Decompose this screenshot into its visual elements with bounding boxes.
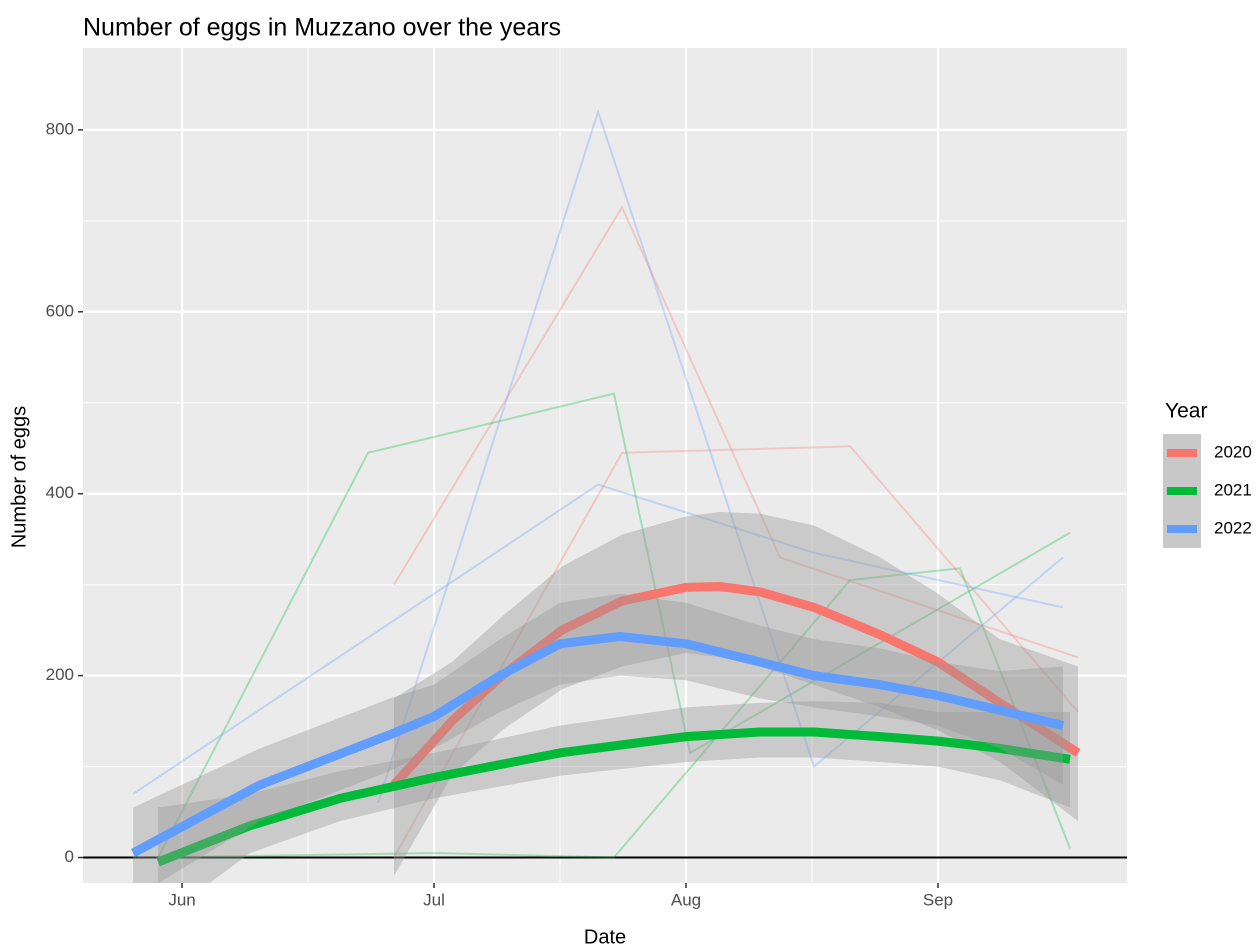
confidence-band <box>133 593 1063 883</box>
y-tick-label: 600 <box>46 301 74 320</box>
legend-label: 2022 <box>1214 518 1252 537</box>
raw-line <box>132 483 1064 795</box>
x-tick-label: Jun <box>168 890 195 909</box>
raw-line <box>393 205 1079 659</box>
raw-line <box>393 445 1079 858</box>
smooth-line <box>130 632 1065 857</box>
y-tick-label: 400 <box>46 483 74 502</box>
y-tick-label: 0 <box>65 847 74 866</box>
y-axis-label: Number of eggs <box>8 406 30 548</box>
legend-title: Year <box>1165 400 1207 423</box>
x-tick-label: Jul <box>423 890 445 909</box>
x-tick-label: Aug <box>671 890 701 909</box>
raw-line <box>158 567 1071 859</box>
confidence-band <box>394 511 1079 876</box>
legend-label: 2021 <box>1214 480 1252 499</box>
legend-label: 2020 <box>1214 442 1252 461</box>
chart-title: Number of eggs in Muzzano over the years <box>83 14 561 42</box>
y-tick-label: 200 <box>46 665 74 684</box>
x-axis-label: Date <box>584 926 626 948</box>
smooth-line <box>156 727 1071 867</box>
x-tick-label: Sep <box>923 890 953 909</box>
confidence-band <box>158 701 1070 883</box>
y-tick-label: 800 <box>46 119 74 138</box>
plot-layer <box>130 108 1081 883</box>
